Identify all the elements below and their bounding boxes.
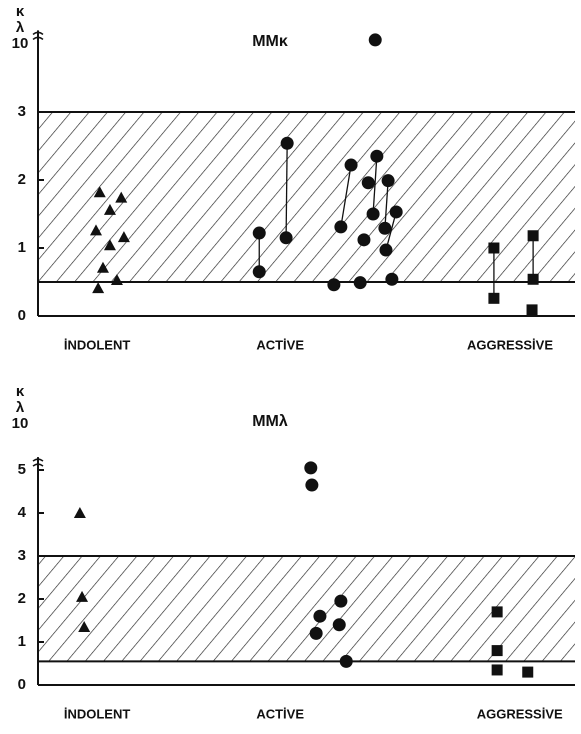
triangle-point xyxy=(92,282,105,294)
pair-connector xyxy=(340,164,352,228)
circle-point xyxy=(379,243,393,257)
y-axis-label: λ xyxy=(16,399,25,416)
circle-point xyxy=(279,231,293,245)
triangle-point xyxy=(117,231,130,243)
x-tick-label: AGGRESSİVE xyxy=(477,706,563,721)
circle-point xyxy=(305,478,319,492)
square-point xyxy=(491,645,503,657)
circle-point xyxy=(378,221,392,235)
square-point xyxy=(491,606,503,618)
triangle-point xyxy=(78,620,91,632)
y-tick-label: 2 xyxy=(18,171,26,188)
triangle-point xyxy=(115,191,128,203)
y-axis-label: 10 xyxy=(12,35,29,52)
circle-point xyxy=(313,609,327,623)
circle-point xyxy=(252,265,266,279)
circle-point xyxy=(353,276,367,290)
x-tick-label: İNDOLENT xyxy=(64,337,131,352)
circle-point xyxy=(332,618,346,632)
circle-point xyxy=(366,207,380,221)
circle-point xyxy=(344,158,358,172)
circle-point xyxy=(304,461,318,475)
circle-point xyxy=(327,278,341,292)
y-tick-label: 3 xyxy=(18,547,26,564)
triangle-point xyxy=(76,590,89,602)
reference-band xyxy=(38,556,575,662)
y-tick-label: 4 xyxy=(18,504,27,521)
square-point xyxy=(522,666,534,678)
square-point xyxy=(527,230,539,242)
triangle-point xyxy=(110,273,123,285)
y-tick-label: 1 xyxy=(18,633,26,650)
axis-break xyxy=(32,458,44,467)
circle-point xyxy=(385,272,399,286)
square-point xyxy=(488,242,500,254)
triangle-point xyxy=(73,507,86,518)
circle-point xyxy=(370,149,384,163)
triangle-point xyxy=(103,239,116,251)
triangle-point xyxy=(103,203,116,215)
circle-point xyxy=(368,33,382,47)
circle-point xyxy=(309,626,323,640)
y-tick-label: 3 xyxy=(18,103,26,120)
y-axis-label: λ xyxy=(16,19,25,36)
y-tick-label: 2 xyxy=(18,590,26,607)
y-tick-label: 1 xyxy=(18,239,26,256)
circle-point xyxy=(280,136,294,150)
pair-connector xyxy=(385,211,397,251)
reference-band xyxy=(38,112,575,282)
chart-title: MMκ xyxy=(252,33,288,50)
circle-point xyxy=(389,205,403,219)
pair-connector xyxy=(384,180,389,229)
y-tick-label: 0 xyxy=(18,307,26,324)
circle-point xyxy=(334,220,348,234)
circle-point xyxy=(381,174,395,188)
y-tick-label: 0 xyxy=(18,676,26,693)
triangle-point xyxy=(96,261,109,273)
circle-point xyxy=(252,226,266,240)
x-tick-label: ACTİVE xyxy=(256,337,304,352)
square-point xyxy=(527,273,539,285)
x-tick-label: AGGRESSİVE xyxy=(467,337,553,352)
axis-break xyxy=(32,31,44,41)
pair-connector xyxy=(285,143,288,238)
circle-point xyxy=(339,654,353,668)
triangle-point xyxy=(93,186,106,198)
y-axis-label: κ xyxy=(16,383,25,400)
circle-point xyxy=(357,233,371,247)
x-tick-label: İNDOLENT xyxy=(64,706,131,721)
circle-point xyxy=(361,176,375,190)
square-point xyxy=(491,664,503,676)
y-axis-label: κ xyxy=(16,3,25,20)
y-tick-label: 5 xyxy=(18,461,26,478)
square-point xyxy=(488,292,500,304)
x-tick-label: ACTİVE xyxy=(256,706,304,721)
triangle-point xyxy=(89,224,102,236)
y-axis-label: 10 xyxy=(12,415,29,432)
pair-connector xyxy=(372,156,378,215)
square-point xyxy=(526,304,538,316)
chart-title: MMλ xyxy=(252,413,288,430)
circle-point xyxy=(334,594,348,608)
